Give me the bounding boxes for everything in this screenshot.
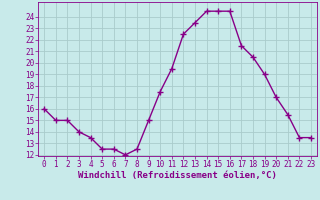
X-axis label: Windchill (Refroidissement éolien,°C): Windchill (Refroidissement éolien,°C) [78, 171, 277, 180]
